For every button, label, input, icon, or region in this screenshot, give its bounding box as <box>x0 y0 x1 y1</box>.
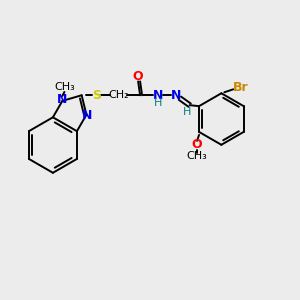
Text: Br: Br <box>233 81 249 94</box>
Text: N: N <box>82 109 93 122</box>
Text: N: N <box>171 89 181 102</box>
Text: N: N <box>57 93 68 106</box>
Text: CH₂: CH₂ <box>108 90 129 100</box>
Text: O: O <box>192 138 203 151</box>
Text: N: N <box>153 89 163 102</box>
Text: H: H <box>154 98 162 108</box>
Text: S: S <box>92 89 101 102</box>
Text: CH₃: CH₃ <box>54 82 75 92</box>
Text: O: O <box>133 70 143 83</box>
Text: CH₃: CH₃ <box>187 151 207 161</box>
Text: H: H <box>182 107 191 117</box>
